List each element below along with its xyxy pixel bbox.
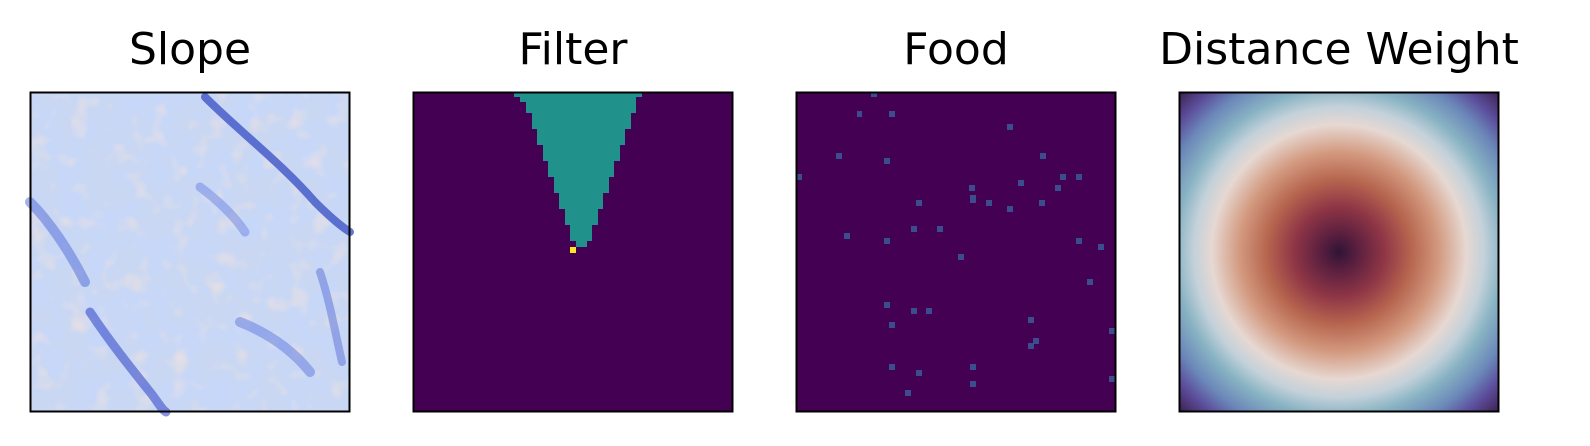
- slope-title: Slope: [30, 22, 350, 78]
- distance-weight-heatmap: [1179, 92, 1499, 412]
- filter-apex: [570, 247, 576, 253]
- food-title: Food: [796, 22, 1116, 78]
- filter-heatmap: [413, 92, 733, 412]
- food-heatmap: [796, 92, 1116, 412]
- food-background: [796, 92, 1116, 412]
- slope-heatmap: [30, 92, 350, 412]
- distance-weight-field: [1179, 92, 1499, 412]
- distance-weight-title: Distance Weight: [1139, 22, 1539, 78]
- filter-title: Filter: [413, 22, 733, 78]
